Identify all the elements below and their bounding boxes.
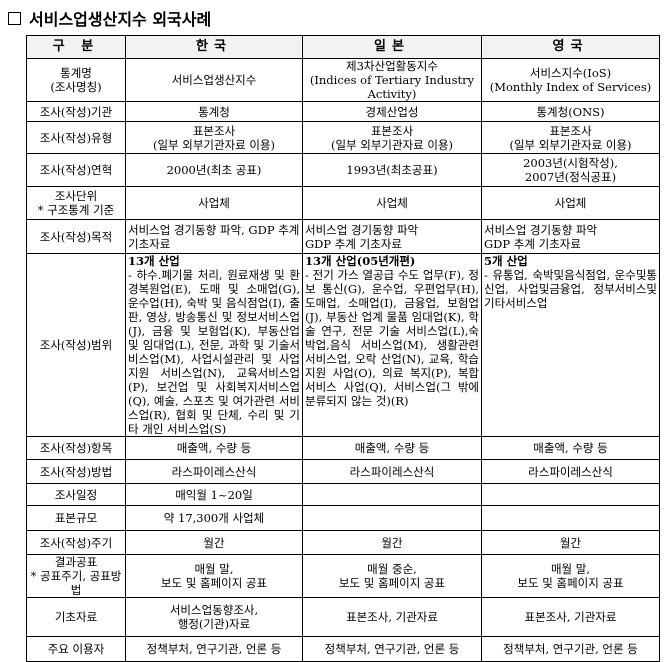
cell-japan: 13개 산업(05년개편) - 전기 가스 열공급 수도 업무(F), 정보 통… <box>302 253 482 437</box>
cell-uk: 2003년(시험작성), 2007년(정식공표) <box>481 153 660 187</box>
cell-uk: 사업체 <box>481 186 660 220</box>
table-row: 표본규모 약 17,300개 사업체 <box>26 505 660 531</box>
cell-uk: 5개 산업 - 유통업, 숙박및음식점업, 운수및통신업, 사업및금융업, 정부… <box>481 253 660 437</box>
cell-korea: 서비스업동향조사, 행정(기관)자료 <box>125 597 303 637</box>
cell-japan: 표본조사, 기관자료 <box>302 597 482 637</box>
cell-uk: 라스파이레스산식 <box>481 459 660 484</box>
cell-japan <box>302 483 482 506</box>
cell-korea: 정책부처, 연구기관, 언론 등 <box>125 636 303 662</box>
cell-korea: 서비스업 경기동향 파악, GDP 추계 기초자료 <box>125 219 303 254</box>
cell-japan <box>302 505 482 531</box>
table-row: 조사(작성)목적 서비스업 경기동향 파악, GDP 추계 기초자료 서비스업 경기… <box>26 219 660 254</box>
cell-uk <box>481 505 660 531</box>
cell-japan: 라스파이레스산식 <box>302 459 482 484</box>
cell-korea: 서비스업생산지수 <box>125 58 303 102</box>
cell-japan: 경제산업성 <box>302 101 482 122</box>
table-row: 조사(작성)항목 매출액, 수량 등 매출액, 수량 등 매출액, 수량 등 <box>26 436 660 460</box>
row-label: 조사(작성)방법 <box>26 459 126 484</box>
cell-korea: 사업체 <box>125 186 303 220</box>
header-japan: 일본 <box>302 35 482 59</box>
row-label: 조사단위 * 구조통계 기준 <box>26 186 126 220</box>
cell-korea: 매익월 1~20일 <box>125 483 303 506</box>
cell-korea: 2000년(최초 공표) <box>125 153 303 187</box>
row-label: 결과공표 * 공표주기, 공표방법 <box>26 554 126 598</box>
row-label: 조사(작성)기관 <box>26 101 126 122</box>
table-row: 주요 이용자 정책부처, 연구기관, 언론 등 정책부처, 연구기관, 언론 등 정책… <box>26 636 660 662</box>
cell-uk: 서비스지수(IoS) (Monthly Index of Services) <box>481 58 660 102</box>
cell-uk: 매월 말, 보도 및 홈페이지 공표 <box>481 554 660 598</box>
cell-uk: 표본조사, 기관자료 <box>481 597 660 637</box>
cell-japan: 월간 <box>302 530 482 555</box>
checkbox-square-icon <box>8 11 21 25</box>
cell-uk: 표본조사 (일부 외부기관자료 이용) <box>481 121 660 154</box>
table-row: 조사단위 * 구조통계 기준 사업체 사업체 사업체 <box>26 186 660 220</box>
cell-korea: 약 17,300개 사업체 <box>125 505 303 531</box>
header-category: 구 분 <box>26 35 126 59</box>
table-row: 결과공표 * 공표주기, 공표방법 매월 말, 보도 및 홈페이지 공표 매월 중순… <box>26 554 660 598</box>
row-label: 조사(작성)목적 <box>26 219 126 254</box>
scope-heading: 13개 산업(05년개편) <box>305 254 416 269</box>
cell-japan: 매월 중순, 보도 및 홈페이지 공표 <box>302 554 482 598</box>
scope-description: - 유통업, 숙박및음식점업, 운수및통신업, 사업및금융업, 정부서비스및기타… <box>484 268 657 310</box>
row-label: 통계명 (조사명칭) <box>26 58 126 102</box>
row-label: 조사일정 <box>26 483 126 506</box>
cell-korea: 통계청 <box>125 101 303 122</box>
cell-korea: 매출액, 수량 등 <box>125 436 303 460</box>
row-label: 주요 이용자 <box>26 636 126 662</box>
table-row: 기초자료 서비스업동향조사, 행정(기관)자료 표본조사, 기관자료 표본조사, 기관… <box>26 597 660 637</box>
cell-japan: 제3차산업활동지수 (Indices of Tertiary Industry … <box>302 58 482 102</box>
header-uk: 영국 <box>481 35 660 59</box>
row-label: 표본규모 <box>26 505 126 531</box>
cell-korea: 라스파이레스산식 <box>125 459 303 484</box>
cell-uk: 정책부처, 연구기관, 언론 등 <box>481 636 660 662</box>
table-row: 조사(작성)유형 표본조사 (일부 외부기관자료 이용) 표본조사 (일부 외부기관… <box>26 121 660 154</box>
cell-uk: 서비스업 경기동향 파악 GDP 추계 기초자료 <box>481 219 660 254</box>
cell-uk: 월간 <box>481 530 660 555</box>
scope-description: - 하수.폐기물 처리, 원료재생 및 환경복원업(E), 도매 및 소매업(G… <box>128 268 300 436</box>
cell-uk <box>481 483 660 506</box>
cell-japan: 사업체 <box>302 186 482 220</box>
table-row: 조사(작성)기관 통계청 경제산업성 통계청(ONS) <box>26 101 660 122</box>
cell-japan: 표본조사 (일부 외부기관자료 이용) <box>302 121 482 154</box>
document-title: 서비스업생산지수 외국사례 <box>8 6 211 30</box>
scope-heading: 13개 산업 <box>128 254 180 269</box>
row-label: 조사(작성)항목 <box>26 436 126 460</box>
cell-japan: 1993년(최초공표) <box>302 153 482 187</box>
cell-korea: 매월 말, 보도 및 홈페이지 공표 <box>125 554 303 598</box>
cell-japan: 매출액, 수량 등 <box>302 436 482 460</box>
cell-japan: 서비스업 경기동향 파악 GDP 추계 기초자료 <box>302 219 482 254</box>
scope-heading: 5개 산업 <box>484 254 528 269</box>
table-row: 조사(작성)주기 월간 월간 월간 <box>26 530 660 555</box>
header-korea: 한국 <box>125 35 303 59</box>
table-row: 조사(작성)방법 라스파이레스산식 라스파이레스산식 라스파이레스산식 <box>26 459 660 484</box>
comparison-table: 구 분 한국 일본 영국 통계명 (조사명칭) 서비스업생산지수 제3차산업활동지수… <box>26 35 660 662</box>
row-label: 기초자료 <box>26 597 126 637</box>
scope-description: - 전기 가스 열공급 수도 업무(F), 정보 통신(G), 운수업, 우편업… <box>305 268 479 408</box>
cell-korea: 13개 산업 - 하수.폐기물 처리, 원료재생 및 환경복원업(E), 도매 … <box>125 253 303 437</box>
header-row: 구 분 한국 일본 영국 <box>26 35 660 59</box>
row-label: 조사(작성)연혁 <box>26 153 126 187</box>
table-row: 조사(작성)연혁 2000년(최초 공표) 1993년(최초공표) 2003년(시험작… <box>26 153 660 187</box>
cell-japan: 정책부처, 연구기관, 언론 등 <box>302 636 482 662</box>
row-label: 조사(작성)유형 <box>26 121 126 154</box>
table-row: 통계명 (조사명칭) 서비스업생산지수 제3차산업활동지수 (Indices of … <box>26 58 660 102</box>
cell-korea: 월간 <box>125 530 303 555</box>
row-label: 조사(작성)주기 <box>26 530 126 555</box>
cell-uk: 매출액, 수량 등 <box>481 436 660 460</box>
row-label: 조사(작성)범위 <box>26 253 126 437</box>
table-row: 조사일정 매익월 1~20일 <box>26 483 660 506</box>
cell-uk: 통계청(ONS) <box>481 101 660 122</box>
cell-korea: 표본조사 (일부 외부기관자료 이용) <box>125 121 303 154</box>
title-text: 서비스업생산지수 외국사례 <box>29 10 212 29</box>
table-row: 조사(작성)범위 13개 산업 - 하수.폐기물 처리, 원료재생 및 환경복원업… <box>26 253 660 437</box>
